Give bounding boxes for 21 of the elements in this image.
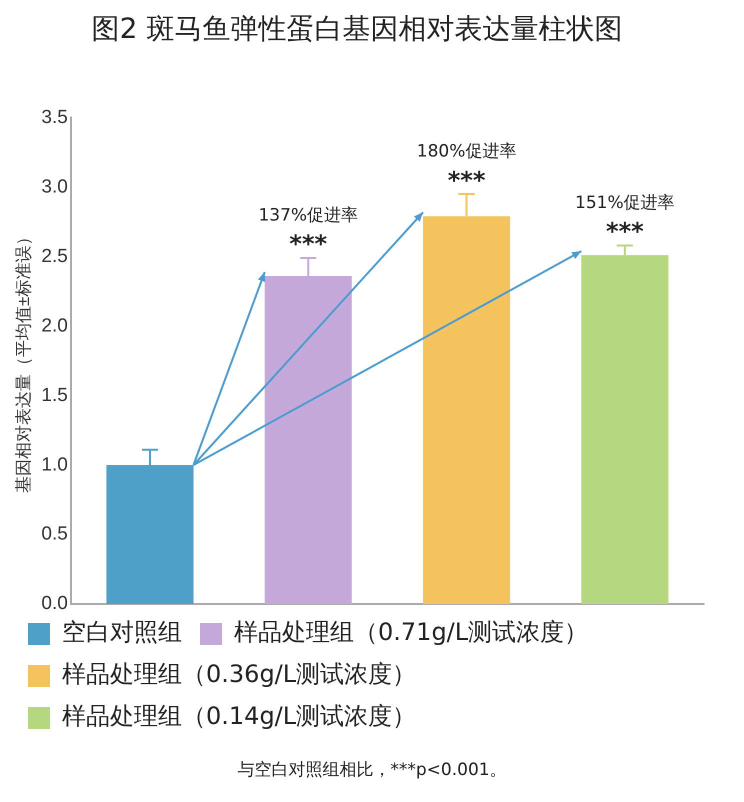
y-tick-label: 0.5: [41, 524, 68, 545]
y-tick-label: 2.0: [41, 315, 68, 336]
legend-label: 样品处理组（0.14g/L测试浓度）: [62, 702, 416, 730]
y-tick-label: 3.5: [41, 106, 68, 128]
legend-label: 样品处理组（0.71g/L测试浓度）: [234, 618, 588, 646]
legend-label: 空白对照组: [62, 618, 182, 646]
y-tick-label: 1.5: [41, 384, 68, 406]
annotation: 137%促进率: [258, 205, 358, 226]
annotation: ***: [289, 230, 328, 258]
y-tick-label: 2.5: [41, 246, 68, 267]
annotation: ***: [606, 218, 644, 246]
annotation: 180%促进率: [416, 141, 516, 162]
y-tick-label: 0.0: [41, 593, 68, 614]
y-tick-label: 1.0: [41, 454, 68, 476]
annotation: ***: [448, 166, 486, 194]
y-axis-title: 基因相对表达量（平均值±标准误）: [14, 228, 33, 493]
legend-label: 样品处理组（0.36g/L测试浓度）: [62, 660, 416, 688]
text: 与空白对照组相比，***p<0.001。: [236, 759, 508, 781]
annotation: 151%促进率: [575, 192, 675, 213]
chart-title: 图2 斑马鱼弹性蛋白基因相对表达量柱状图: [92, 12, 622, 46]
y-tick-label: 3.0: [41, 176, 68, 198]
